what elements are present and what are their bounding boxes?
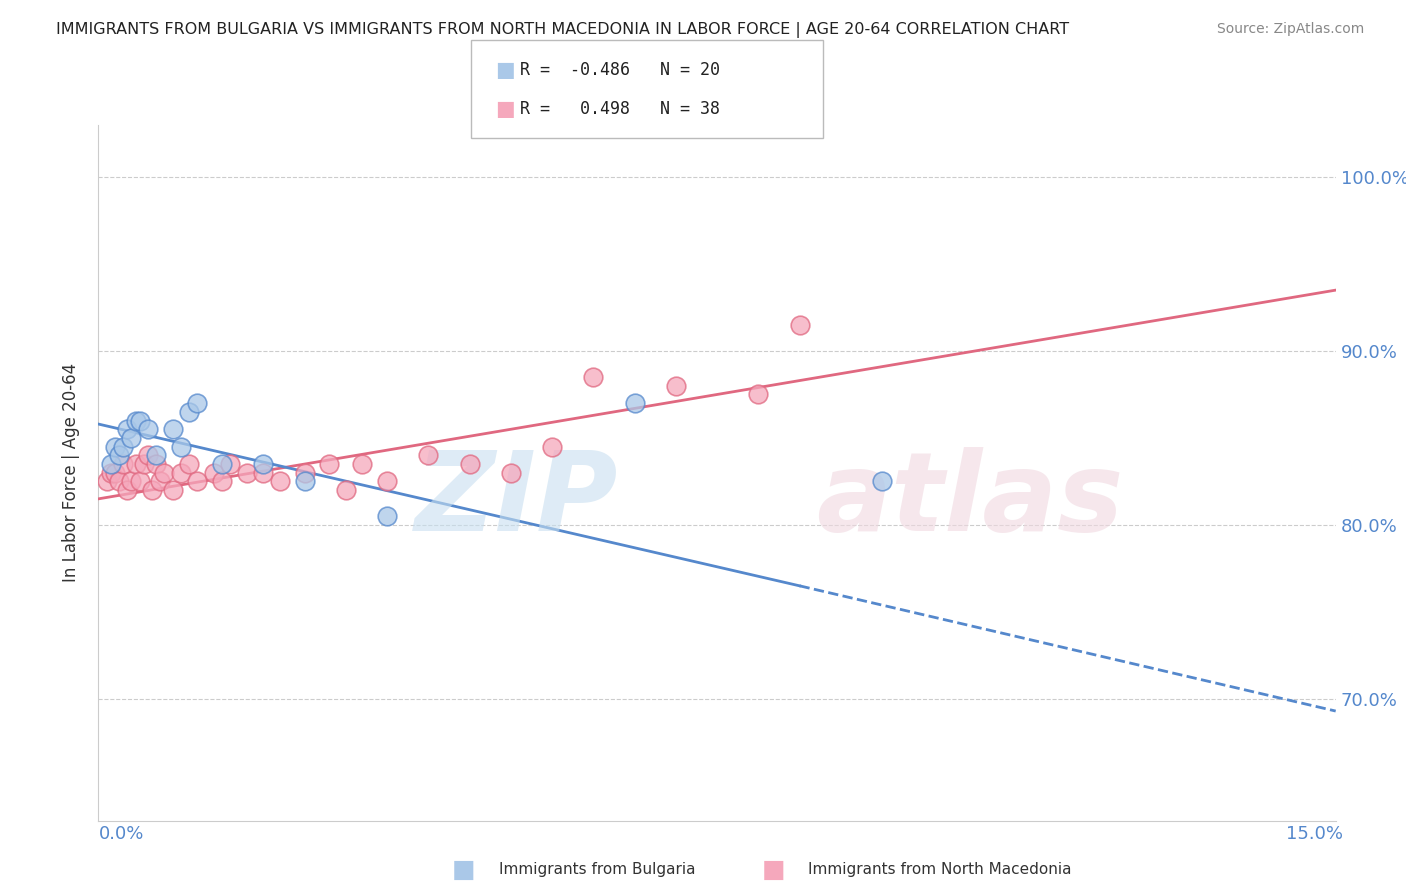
Point bbox=[128, 475, 150, 489]
Point bbox=[375, 475, 398, 489]
Point bbox=[252, 457, 274, 471]
Point bbox=[112, 440, 135, 454]
Point bbox=[789, 318, 811, 332]
Point bbox=[318, 457, 340, 471]
Point bbox=[149, 475, 172, 489]
Point bbox=[269, 475, 291, 489]
Point bbox=[170, 466, 193, 480]
Point bbox=[153, 466, 176, 480]
Text: ZIP: ZIP bbox=[415, 447, 619, 554]
Text: ■: ■ bbox=[495, 99, 515, 119]
Point bbox=[582, 370, 605, 384]
Point bbox=[294, 466, 316, 480]
Text: Source: ZipAtlas.com: Source: ZipAtlas.com bbox=[1216, 22, 1364, 37]
Text: IMMIGRANTS FROM BULGARIA VS IMMIGRANTS FROM NORTH MACEDONIA IN LABOR FORCE | AGE: IMMIGRANTS FROM BULGARIA VS IMMIGRANTS F… bbox=[56, 22, 1070, 38]
Point bbox=[623, 396, 645, 410]
Text: Immigrants from North Macedonia: Immigrants from North Macedonia bbox=[808, 863, 1071, 877]
Point bbox=[499, 466, 522, 480]
Point bbox=[202, 466, 225, 480]
Point bbox=[219, 457, 242, 471]
Point bbox=[100, 466, 122, 480]
Point bbox=[112, 457, 135, 471]
Point bbox=[352, 457, 374, 471]
Y-axis label: In Labor Force | Age 20-64: In Labor Force | Age 20-64 bbox=[62, 363, 80, 582]
Point bbox=[170, 440, 193, 454]
Point bbox=[458, 457, 481, 471]
Point bbox=[335, 483, 357, 498]
Point bbox=[665, 378, 688, 392]
Point bbox=[136, 422, 159, 436]
Text: 15.0%: 15.0% bbox=[1285, 825, 1343, 843]
Point bbox=[145, 448, 167, 462]
Point bbox=[294, 475, 316, 489]
Text: ■: ■ bbox=[495, 60, 515, 79]
Point bbox=[108, 448, 131, 462]
Point bbox=[211, 457, 233, 471]
Text: R =  -0.486   N = 20: R = -0.486 N = 20 bbox=[520, 61, 720, 78]
Point bbox=[211, 475, 233, 489]
Point bbox=[236, 466, 259, 480]
Point bbox=[128, 414, 150, 428]
Point bbox=[870, 475, 893, 489]
Text: atlas: atlas bbox=[815, 447, 1123, 554]
Point bbox=[120, 475, 142, 489]
Point bbox=[108, 475, 131, 489]
Point bbox=[252, 466, 274, 480]
Point bbox=[747, 387, 769, 401]
Point bbox=[104, 466, 127, 480]
Point bbox=[100, 457, 122, 471]
Point bbox=[120, 431, 142, 445]
Point bbox=[124, 414, 146, 428]
Text: R =   0.498   N = 38: R = 0.498 N = 38 bbox=[520, 100, 720, 118]
Point bbox=[186, 396, 208, 410]
Point bbox=[96, 475, 118, 489]
Point bbox=[141, 483, 163, 498]
Point bbox=[132, 457, 155, 471]
Text: Immigrants from Bulgaria: Immigrants from Bulgaria bbox=[499, 863, 696, 877]
Point bbox=[375, 509, 398, 524]
Point bbox=[418, 448, 440, 462]
Text: ■: ■ bbox=[762, 858, 785, 881]
Point bbox=[541, 440, 564, 454]
Text: ■: ■ bbox=[453, 858, 475, 881]
Point bbox=[162, 483, 184, 498]
Point bbox=[145, 457, 167, 471]
Point bbox=[124, 457, 146, 471]
Text: 0.0%: 0.0% bbox=[98, 825, 143, 843]
Point bbox=[179, 405, 201, 419]
Point bbox=[136, 448, 159, 462]
Point bbox=[162, 422, 184, 436]
Point bbox=[179, 457, 201, 471]
Point bbox=[186, 475, 208, 489]
Point bbox=[117, 422, 139, 436]
Point bbox=[104, 440, 127, 454]
Point bbox=[117, 483, 139, 498]
